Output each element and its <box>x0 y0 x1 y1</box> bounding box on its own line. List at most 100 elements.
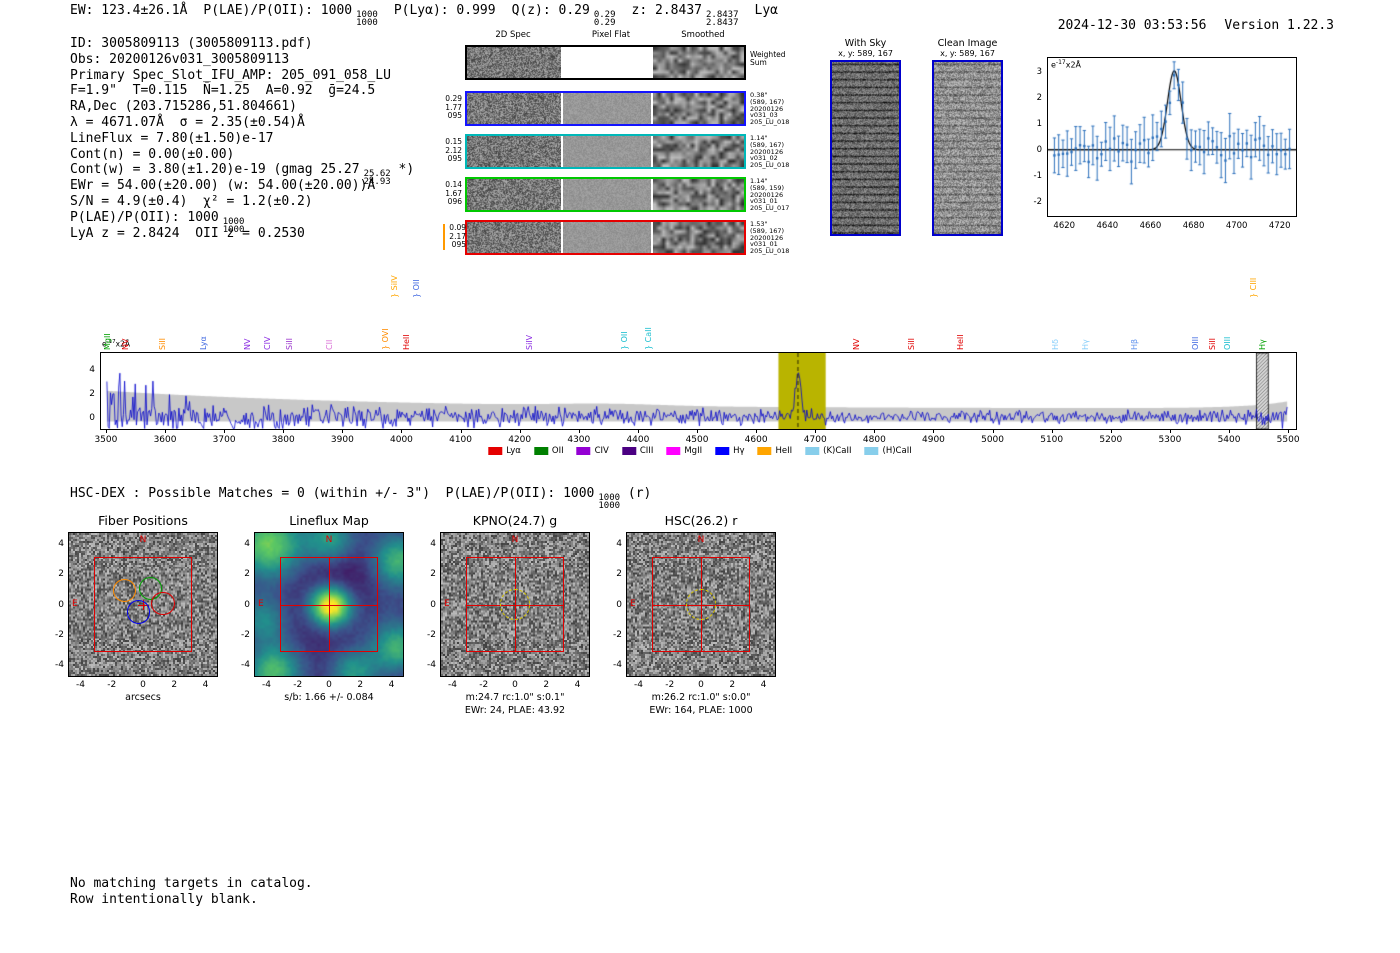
strip-2dspec-canvas <box>467 93 561 124</box>
cutout-x-tick: -2 <box>107 680 117 690</box>
info-line: ID: 3005809113 (3005809113.pdf) <box>70 36 414 52</box>
timestamp: 2024-12-30 03:53:56 <box>1057 18 1207 33</box>
strip-meta: 1.53" (589, 167) 20200126 v031_01 205_LU_018 <box>750 221 798 255</box>
cutout-x-tick: -4 <box>634 680 643 690</box>
emission-line-label: SiII <box>907 337 917 350</box>
cutout-y-tick: -4 <box>241 659 250 670</box>
zoom-y-tick: -2 <box>1033 196 1042 207</box>
emission-line-label: SiIV <box>524 334 534 350</box>
emission-line-label: } SiIV <box>389 275 399 298</box>
with-sky-panel <box>830 60 901 236</box>
zoom-x-tick: 4720 <box>1268 221 1291 231</box>
strip-fiber-stat: 1.67 <box>445 188 462 198</box>
cutout-title: Lineflux Map <box>289 513 369 528</box>
info-line-text: F=1.9" T=0.115 N̄=1.25 A=0.92 ḡ=24.5 <box>70 83 376 99</box>
zoom-plot-canvas <box>1048 58 1296 216</box>
cutout-y-tick: 4 <box>616 539 622 550</box>
spectrum-x-tickmark <box>578 430 580 433</box>
strip-meta-line: (589, 167) <box>750 140 785 149</box>
footer-note: No matching targets in catalog. <box>70 876 313 891</box>
cutout-x-tick: -2 <box>479 680 489 690</box>
info-line: Primary Spec_Slot_IFU_AMP: 205_091_058_L… <box>70 68 414 84</box>
emission-line-label: SiII <box>285 337 295 350</box>
zoom-x-tick: 4700 <box>1225 221 1248 231</box>
crosshair-v <box>329 556 330 653</box>
info-line-text: Primary Spec_Slot_IFU_AMP: 205_091_058_L… <box>70 67 391 83</box>
hsc-dex-tail: (r) <box>620 486 652 501</box>
north-label: N <box>325 535 333 545</box>
info-line: F=1.9" T=0.115 N̄=1.25 A=0.92 ḡ=24.5 <box>70 83 414 99</box>
emission-line-label: CIV <box>263 336 273 350</box>
cutout-title: HSC(26.2) r <box>664 513 738 528</box>
strip-meta-line: (589, 159) <box>750 183 785 192</box>
cutout-y-tick: 0 <box>430 599 436 610</box>
emission-line-label: } CaII <box>644 327 653 350</box>
header-segment: Lyα <box>755 3 778 18</box>
zoom-x-tick: 4680 <box>1182 221 1205 231</box>
version-label: Version 1.22.3 <box>1224 18 1334 33</box>
strip-meta: 1.14" (589, 167) 20200126 v031_02 205_LU_018 <box>750 135 798 169</box>
legend-label: HeII <box>775 446 793 456</box>
spectrum-x-tick: 4700 <box>803 435 827 445</box>
unit-base: e <box>102 339 107 349</box>
spectrum-x-tickmark <box>165 430 167 433</box>
strip-fiber-stats: 0.29 1.77 095 <box>443 94 462 121</box>
emission-line-label: NV <box>121 338 131 350</box>
spectrum-x-tick: 5000 <box>981 435 1005 445</box>
fraction-high: 0.29 <box>593 10 616 20</box>
header-segment-text: Lyα <box>754 3 778 18</box>
legend-swatch <box>864 447 879 455</box>
fiber-circle <box>112 578 137 602</box>
cutout-x-tick: 0 <box>698 680 704 690</box>
emission-line-label: } OVI <box>380 328 390 350</box>
spectrum-x-tick: 4200 <box>508 435 532 445</box>
strip-meta: 0.38" (589, 167) 20200126 v031_03 205_LU_018 <box>750 92 798 126</box>
strip-smoothed-canvas <box>653 93 744 124</box>
sky-image-canvas <box>832 62 899 234</box>
legend-item: Hγ <box>715 446 745 456</box>
legend-swatch <box>533 447 548 455</box>
cutout-title: Fiber Positions <box>98 513 188 528</box>
spectrum-y-tick: 2 <box>89 388 95 399</box>
cutout-caption: EWr: 164, PLAE: 1000 <box>649 705 753 716</box>
zoom-y-tick: 2 <box>1036 93 1042 104</box>
strip-row <box>465 220 746 255</box>
legend-swatch <box>805 447 820 455</box>
legend-label: MgII <box>684 446 703 456</box>
spectrum-x-tick: 4000 <box>390 435 413 445</box>
strip-fiber-stat: 1.77 <box>445 102 462 112</box>
zoom-y-tick: 1 <box>1036 119 1042 130</box>
info-line-text: P(LAE)/P(OII): 1000 <box>70 209 219 225</box>
cutout-y-tick: 4 <box>244 539 250 550</box>
cutout-x-tick: 2 <box>357 680 364 690</box>
emission-line-label: } CIII <box>1249 277 1259 298</box>
legend-item: OII <box>533 446 564 456</box>
header-summary: EW: 123.4±26.1Å P(LAE)/P(OII): 1000 1000 10… <box>70 3 794 28</box>
legend-item: CIII <box>621 446 653 456</box>
spectrum-x-tick: 3700 <box>212 435 236 445</box>
zoom-unit-label: e-17x2Å <box>1051 59 1082 70</box>
strip-fiber-stat: 0.29 <box>445 94 462 103</box>
cutout-y-tick: 4 <box>58 539 64 550</box>
unit-suffix: x2Å <box>1065 60 1082 70</box>
fiber-circle <box>126 600 150 624</box>
sky-panel-coords: x, y: 589, 167 <box>838 49 893 58</box>
info-line: Cont(n) = 0.00(±0.00) <box>70 147 414 163</box>
spectrum-unit-label: e-17x2Å <box>102 339 130 349</box>
info-line: P(LAE)/P(OII): 1000 1000 1000 <box>70 209 414 235</box>
strip-row <box>465 91 746 126</box>
spec2d-strips: 2D Spec Pixel Flat Smoothed Weighted Sum 0.29… <box>443 30 789 260</box>
strip-smoothed-canvas <box>653 136 744 167</box>
cutout-y-tick: -2 <box>241 629 250 640</box>
cutout-caption: m:24.7 rc:1.0" s:0.1" <box>465 692 565 703</box>
spectrum-x-tickmark <box>815 430 817 433</box>
emission-line-label: Hγ <box>1257 339 1267 350</box>
emission-line-label: } OII <box>412 279 422 298</box>
spectrum-x-tickmark <box>756 430 758 433</box>
cutout-x-tick: 4 <box>202 680 209 690</box>
legend-swatch <box>666 447 681 455</box>
unit-sup: -17 <box>1055 59 1066 66</box>
cutout-y-tick: 0 <box>244 599 250 610</box>
cutout-caption: m:26.2 rc:1.0" s:0.0" <box>651 692 751 703</box>
